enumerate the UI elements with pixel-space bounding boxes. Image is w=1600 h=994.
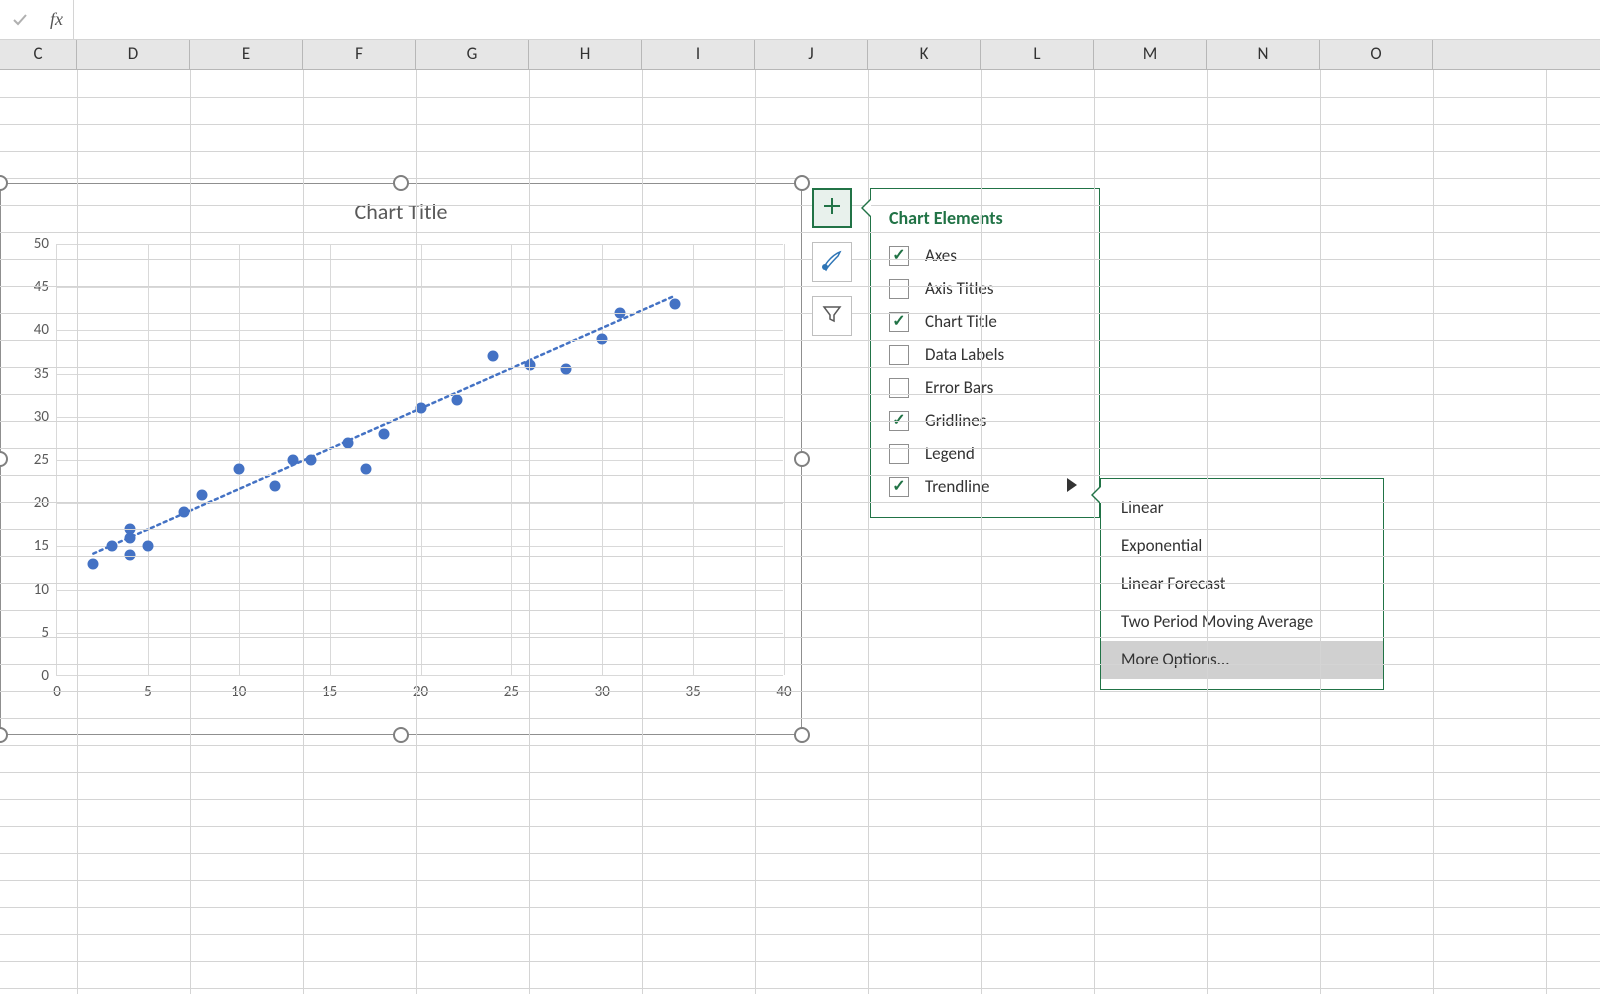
- y-axis-tick-label: 40: [34, 321, 49, 339]
- column-header-cell[interactable]: F: [303, 40, 416, 69]
- chart-elements-item[interactable]: Chart Title: [889, 305, 1077, 338]
- trendline-submenu-item[interactable]: Linear Forecast: [1101, 565, 1383, 603]
- chart-elements-item-label: Data Labels: [925, 344, 1004, 365]
- checkbox[interactable]: [889, 279, 909, 299]
- selection-handle[interactable]: [794, 727, 810, 743]
- y-axis-tick-label: 45: [34, 278, 49, 296]
- selection-handle[interactable]: [794, 175, 810, 191]
- checkbox[interactable]: [889, 312, 909, 332]
- x-axis-tick-label: 40: [776, 683, 791, 701]
- chart-elements-item-label: Axis Titles: [925, 278, 993, 299]
- chart-elements-button[interactable]: [812, 188, 852, 228]
- x-axis-tick-label: 35: [686, 683, 701, 701]
- x-axis-tick-label: 25: [504, 683, 519, 701]
- fx-label[interactable]: fx: [40, 0, 74, 39]
- x-axis-tick-label: 0: [53, 683, 61, 701]
- trendline[interactable]: [93, 296, 675, 554]
- brush-icon: [820, 248, 844, 277]
- chart-styles-button[interactable]: [812, 242, 852, 282]
- chart-elements-popup: Chart Elements Axes Axis Titles Chart Titl…: [870, 188, 1100, 518]
- selection-handle[interactable]: [393, 175, 409, 191]
- checkbox[interactable]: [889, 477, 909, 497]
- y-axis-tick-label: 5: [41, 624, 49, 642]
- x-axis-tick-label: 5: [144, 683, 152, 701]
- chart-elements-item-label: Chart Title: [925, 311, 997, 332]
- formula-confirm-icon[interactable]: [0, 0, 40, 39]
- column-header-cell[interactable]: N: [1207, 40, 1320, 69]
- column-header-cell[interactable]: O: [1320, 40, 1433, 69]
- column-header-cell[interactable]: K: [868, 40, 981, 69]
- chart-title[interactable]: Chart Title: [1, 198, 801, 225]
- column-header-cell[interactable]: D: [77, 40, 190, 69]
- chart-elements-item-label: Legend: [925, 443, 975, 464]
- y-axis-tick-label: 25: [34, 451, 49, 469]
- selection-handle[interactable]: [794, 451, 810, 467]
- column-header-cell[interactable]: C: [0, 40, 77, 69]
- chart-elements-item-label: Trendline: [925, 476, 989, 497]
- chart-filters-button[interactable]: [812, 296, 852, 336]
- column-header-cell[interactable]: M: [1094, 40, 1207, 69]
- column-header-cell[interactable]: G: [416, 40, 529, 69]
- column-header-cell[interactable]: E: [190, 40, 303, 69]
- column-header-cell[interactable]: I: [642, 40, 755, 69]
- chart-elements-item[interactable]: Error Bars: [889, 371, 1077, 404]
- trendline-submenu-item[interactable]: Two Period Moving Average: [1101, 603, 1383, 641]
- column-header-cell[interactable]: J: [755, 40, 868, 69]
- plus-icon: [821, 195, 843, 222]
- y-axis-tick-label: 0: [41, 667, 49, 685]
- funnel-icon: [821, 303, 843, 330]
- chart-elements-item[interactable]: Axes: [889, 239, 1077, 272]
- trendline-submenu-item[interactable]: More Options...: [1101, 641, 1383, 679]
- y-axis-tick-label: 30: [34, 408, 49, 426]
- column-header-cell[interactable]: L: [981, 40, 1094, 69]
- checkbox[interactable]: [889, 444, 909, 464]
- worksheet-grid[interactable]: Chart Title 0510152025303540455005101520…: [0, 70, 1600, 994]
- x-axis-tick-label: 10: [231, 683, 246, 701]
- checkbox[interactable]: [889, 246, 909, 266]
- selection-handle[interactable]: [393, 727, 409, 743]
- chevron-right-icon[interactable]: [1037, 476, 1077, 497]
- column-header-cell[interactable]: H: [529, 40, 642, 69]
- formula-bar: fx: [0, 0, 1600, 40]
- chart-elements-item[interactable]: Axis Titles: [889, 272, 1077, 305]
- x-axis-tick-label: 30: [595, 683, 610, 701]
- chart-elements-title: Chart Elements: [889, 207, 1077, 229]
- chart-object[interactable]: Chart Title 0510152025303540455005101520…: [0, 183, 802, 735]
- y-axis-tick-label: 50: [34, 235, 49, 253]
- formula-input[interactable]: [74, 0, 1600, 39]
- column-header-row: CDEFGHIJKLMNO: [0, 40, 1600, 70]
- trendline-submenu: LinearExponentialLinear ForecastTwo Peri…: [1100, 478, 1384, 690]
- checkbox[interactable]: [889, 345, 909, 365]
- trendline-submenu-item[interactable]: Linear: [1101, 489, 1383, 527]
- y-axis-tick-label: 20: [34, 494, 49, 512]
- x-axis-tick-label: 15: [322, 683, 337, 701]
- chart-elements-item[interactable]: Legend: [889, 437, 1077, 470]
- chart-elements-item-label: Axes: [925, 245, 957, 266]
- trendline-submenu-item[interactable]: Exponential: [1101, 527, 1383, 565]
- y-axis-tick-label: 15: [34, 537, 49, 555]
